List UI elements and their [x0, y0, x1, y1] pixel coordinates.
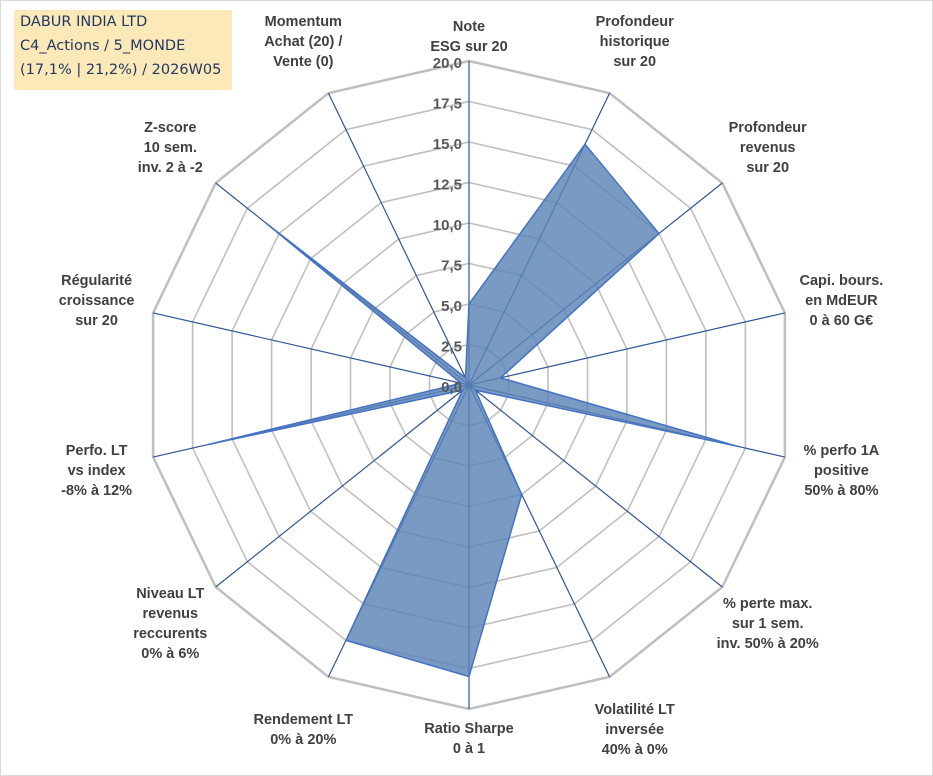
axis-label-line: inversée — [605, 722, 664, 738]
axis-label-line: ESG sur 20 — [430, 39, 507, 55]
axis-label-line: 10 sem. — [144, 140, 197, 156]
axis-label: Note ESG sur 20 — [430, 19, 507, 55]
axis-label-line: Volatilité LT — [595, 702, 675, 718]
info-box: DABUR INDIA LTD C4_Actions / 5_MONDE (17… — [14, 10, 232, 90]
axis-label-line: % perte max. — [723, 596, 812, 612]
axis-label-line: -8% à 12% — [61, 483, 132, 499]
axis-label-line: 0 à 60 G€ — [810, 313, 874, 329]
axis-label-line: Achat (20) / — [264, 34, 342, 50]
series-area — [208, 142, 738, 678]
axis-label: % perte max. sur 1 sem. inv. 50% à 20% — [717, 596, 819, 652]
axis-label-line: Profondeur — [729, 120, 807, 136]
axis-label-line: sur 20 — [613, 54, 656, 70]
axis-labels: Note ESG sur 20 Profondeur historique sur 20… — [59, 14, 884, 758]
axis-label: Profondeur revenus sur 20 — [729, 120, 807, 176]
axis-label-line: Z-score — [144, 120, 196, 136]
axis-label-line: Régularité — [61, 273, 132, 289]
axis-label-line: 40% à 0% — [602, 742, 668, 758]
axis-label-line: 50% à 80% — [804, 483, 878, 499]
axis-label-line: positive — [814, 463, 869, 479]
performance-period: (17,1% | 21,2%) / 2026W05 — [20, 62, 222, 78]
axis-label-line: Profondeur — [596, 14, 674, 30]
tick-label: 15,0 — [433, 136, 462, 153]
axis-label-line: vs index — [68, 463, 126, 479]
axis-label-line: sur 1 sem. — [732, 616, 804, 632]
tick-label: 12,5 — [433, 177, 462, 194]
portfolio-category: C4_Actions / 5_MONDE — [20, 38, 186, 54]
axis-label: Perfo. LT vs index -8% à 12% — [61, 443, 132, 499]
axis-label: Z-score 10 sem. inv. 2 à -2 — [138, 120, 203, 176]
axis-label-line: % perfo 1A — [804, 443, 880, 459]
axis-label: % perfo 1A positive 50% à 80% — [804, 443, 880, 499]
axis-label-line: revenus — [740, 140, 796, 156]
axis-label: Ratio Sharpe 0 à 1 — [424, 721, 513, 757]
axis-spoke — [327, 92, 470, 386]
tick-label: 17,5 — [433, 96, 462, 113]
axis-label: Capi. bours. en MdEUR 0 à 60 G€ — [800, 273, 884, 329]
axis-label-line: Capi. bours. — [800, 273, 884, 289]
axis-label-line: historique — [600, 34, 670, 50]
axis-label: Volatilité LT inversée 40% à 0% — [595, 702, 675, 758]
radar-series — [208, 142, 738, 678]
axis-label: Niveau LT revenus reccurents 0% à 6% — [133, 586, 207, 662]
axis-label-line: Momentum — [265, 14, 342, 30]
axis-label: Régularité croissance sur 20 — [59, 273, 135, 329]
axis-label-line: Niveau LT — [136, 586, 204, 602]
axis-label-line: Vente (0) — [273, 54, 334, 70]
axis-label-line: sur 20 — [75, 313, 118, 329]
axis-spoke — [468, 312, 786, 386]
axis-label-line: Perfo. LT — [66, 443, 128, 459]
axis-label-line: revenus — [142, 606, 198, 622]
tick-label: 20,0 — [433, 55, 462, 72]
axis-label-line: 0 à 1 — [453, 741, 485, 757]
radial-tick-labels: 0,0 2,5 5,0 7,5 10,0 12,5 15,0 17,5 20,0 — [433, 55, 462, 396]
tick-label: 5,0 — [441, 298, 462, 315]
axis-label: Profondeur historique sur 20 — [596, 14, 674, 70]
axis-spoke — [468, 384, 723, 588]
tick-label: 7,5 — [441, 258, 462, 275]
axis-label-line: Note — [453, 19, 485, 35]
tick-label: 2,5 — [441, 339, 462, 356]
axis-spoke — [152, 312, 470, 386]
axis-label-line: inv. 2 à -2 — [138, 160, 203, 176]
axis-label: Momentum Achat (20) / Vente (0) — [264, 14, 342, 70]
axis-label-line: en MdEUR — [805, 293, 878, 309]
tick-label: 10,0 — [433, 217, 462, 234]
axis-label-line: 0% à 6% — [141, 646, 199, 662]
company-name: DABUR INDIA LTD — [20, 14, 148, 30]
axis-spoke — [215, 384, 470, 588]
axis-label-line: reccurents — [133, 626, 207, 642]
axis-label-line: croissance — [59, 293, 135, 309]
axis-label-line: Ratio Sharpe — [424, 721, 513, 737]
axis-label-line: inv. 50% à 20% — [717, 636, 819, 652]
axis-label-line: 0% à 20% — [270, 732, 336, 748]
axis-label-line: Rendement LT — [253, 712, 353, 728]
axis-label: Rendement LT 0% à 20% — [253, 712, 353, 748]
tick-label: 0,0 — [441, 379, 462, 396]
axis-label-line: sur 20 — [746, 160, 789, 176]
